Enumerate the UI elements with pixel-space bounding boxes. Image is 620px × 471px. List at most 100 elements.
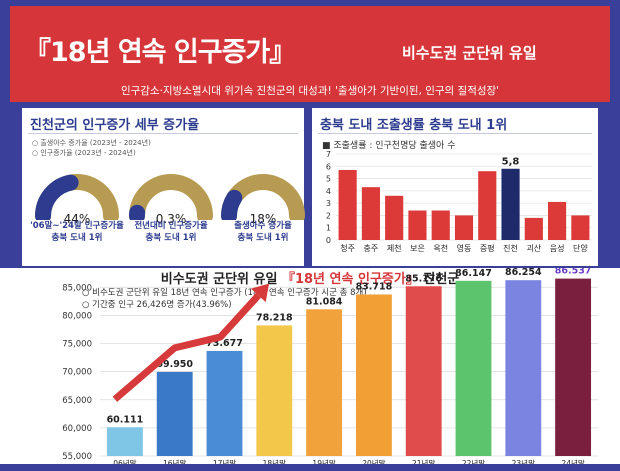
growth-rate-card: 진천군의 인구증가 세부 증가율 ○ 출생아수 증가율 (2023년 - 202…	[22, 108, 305, 266]
bar	[501, 168, 520, 240]
gauge-2-label: 전년대비 인구증가율 충북 도내 1위	[121, 220, 221, 244]
page-title: 『18년 연속 인구증가』	[24, 37, 296, 68]
value-label: 81.084	[306, 296, 343, 307]
x-tick-label: 23년말	[512, 458, 535, 468]
bar	[524, 217, 543, 240]
gauge-fill	[221, 189, 243, 220]
population-title-post: 진천군	[418, 272, 460, 287]
page-tagline: 인구감소·지방소멸시대 위기속 진천군의 대성과! '출생아가 기반이된, 인구…	[120, 85, 500, 97]
value-label: 83.718	[356, 281, 393, 292]
bar	[455, 280, 492, 456]
gauge-1-arc	[35, 174, 119, 220]
birth-card-divider	[318, 133, 592, 134]
bar	[478, 171, 497, 240]
x-tick-label: 보은	[410, 244, 425, 253]
y-tick-label: 55,000	[62, 452, 92, 462]
trend-arrow-head	[250, 283, 270, 303]
gauge-3-arc	[221, 174, 305, 220]
population-chart-title: 비수도권 군단위 유일 『18년 연속 인구증가』 진천군	[0, 268, 620, 287]
y-tick-label: 5	[326, 175, 331, 184]
x-tick-label: 괴산	[526, 243, 541, 253]
population-title-highlight: 『18년 연속 인구증가』	[281, 272, 419, 287]
y-tick-label: 1	[326, 224, 331, 233]
x-tick-label: 24년말	[561, 458, 584, 468]
bar	[431, 210, 450, 240]
bar	[408, 210, 427, 240]
page-subtitle: 비수도권 군단위 유일	[402, 44, 537, 62]
gauge-2-label-line2: 충북 도내 1위	[145, 233, 197, 243]
gauge-1-label-line2: 충북 도내 1위	[51, 233, 103, 243]
y-tick-label: 80,000	[62, 311, 92, 321]
bar	[355, 294, 392, 456]
x-tick-label: 진천	[503, 243, 518, 253]
value-label: 86.147	[455, 268, 492, 279]
x-tick-label: 20년말	[362, 458, 385, 468]
x-tick-label: 21년말	[412, 458, 435, 468]
y-tick-label: 85,000	[62, 283, 92, 293]
bar	[338, 169, 357, 240]
bar	[156, 371, 193, 456]
gauge-track	[129, 174, 213, 220]
bar	[555, 278, 592, 456]
gauge-3-label-line1: 출생아수 증가율	[234, 221, 292, 231]
y-tick-label: 0	[326, 236, 331, 245]
x-tick-label: 음성	[550, 244, 565, 253]
gauge-3-label: 출생아수 증가율 충북 도내 1위	[213, 220, 313, 244]
birth-rate-chart: 0 1 2 3 4 5 6 7 청주 충주 제천 보은 옥천 영동 증평 진천 괴산 음성 단양 5,8	[326, 150, 592, 253]
legend-line-1: ○ 출생아수 증가율 (2023년 - 2024년)	[32, 139, 151, 147]
population-note-1: ○ 비수도권 군단위 유일 18년 연속 인구증가 (18년 연속 인구증가 시…	[82, 288, 367, 298]
bar	[405, 286, 442, 456]
value-label: 60.111	[107, 414, 144, 425]
bar	[548, 201, 567, 240]
x-tick-label: 증평	[480, 243, 495, 253]
x-tick-label: 16년말	[163, 458, 186, 468]
bar	[454, 215, 474, 240]
bar	[505, 280, 542, 456]
gauge-3-label-line2: 충북 도내 1위	[237, 233, 289, 243]
gauge-3: 18%	[218, 172, 308, 226]
gauge-1-value: 44%	[63, 212, 91, 226]
bar	[571, 215, 590, 240]
bar	[206, 350, 243, 456]
bar	[385, 195, 404, 240]
y-tick-label: 4	[326, 187, 331, 196]
value-label: 69.950	[156, 359, 193, 370]
y-tick-label: 6	[326, 162, 331, 171]
y-tick-label: 65,000	[62, 396, 92, 406]
bar	[306, 309, 343, 456]
legend-line-2: ○ 인구증가율 (2023년 - 2024년)	[32, 149, 136, 157]
gauge-2: 0.3%	[126, 172, 216, 226]
bottom-strip	[0, 464, 620, 471]
x-tick-label: 영동	[457, 243, 472, 253]
gauge-1: 44%	[32, 172, 122, 226]
data-label: 5,8	[502, 157, 520, 168]
x-tick-label: 단양	[573, 243, 588, 253]
x-tick-label: 06년말	[113, 458, 136, 468]
growth-card-title: 진천군의 인구증가 세부 증가율	[30, 118, 200, 133]
header-banner: 『18년 연속 인구증가』 비수도권 군단위 유일 인구감소·지방소멸시대 위기…	[10, 6, 610, 102]
y-tick-label: 2	[326, 211, 331, 220]
gauge-3-value: 18%	[249, 212, 277, 226]
y-tick-label: 7	[326, 150, 331, 159]
gauge-1-label-line1: '06말~'24말 인구증가율	[30, 221, 124, 231]
bar	[256, 325, 293, 456]
birth-card-subtitle: ■ 조출생률 : 인구천명당 출생아 수	[322, 141, 456, 151]
gauge-2-value: 0.3%	[155, 212, 187, 226]
birth-card-title: 충북 도내 조출생률 충북 도내 1위	[320, 118, 508, 133]
x-tick-label: 22년말	[462, 458, 485, 468]
value-label: 86.254	[505, 268, 542, 278]
y-tick-label: 3	[326, 199, 331, 208]
y-tick-label: 70,000	[62, 368, 92, 378]
gauge-fill	[35, 174, 79, 220]
y-tick-label: 75,000	[62, 340, 92, 350]
gauge-1-label: '06말~'24말 인구증가율 충북 도내 1위	[27, 220, 127, 244]
gauge-2-arc	[129, 174, 213, 220]
value-label: 86.537	[555, 268, 592, 277]
population-chart: 55,000 60,000 65,000 70,000 75,000 80,000 85,0…	[62, 268, 598, 468]
value-label: 78.218	[256, 312, 293, 323]
x-tick-label: 19년말	[312, 458, 335, 468]
bar	[106, 427, 143, 456]
gauge-2-label-line1: 전년대비 인구증가율	[134, 221, 208, 231]
trend-arrow	[112, 293, 261, 402]
population-panel: 비수도권 군단위 유일 『18년 연속 인구증가』 진천군 ○ 비수도권 군단위…	[0, 268, 620, 471]
